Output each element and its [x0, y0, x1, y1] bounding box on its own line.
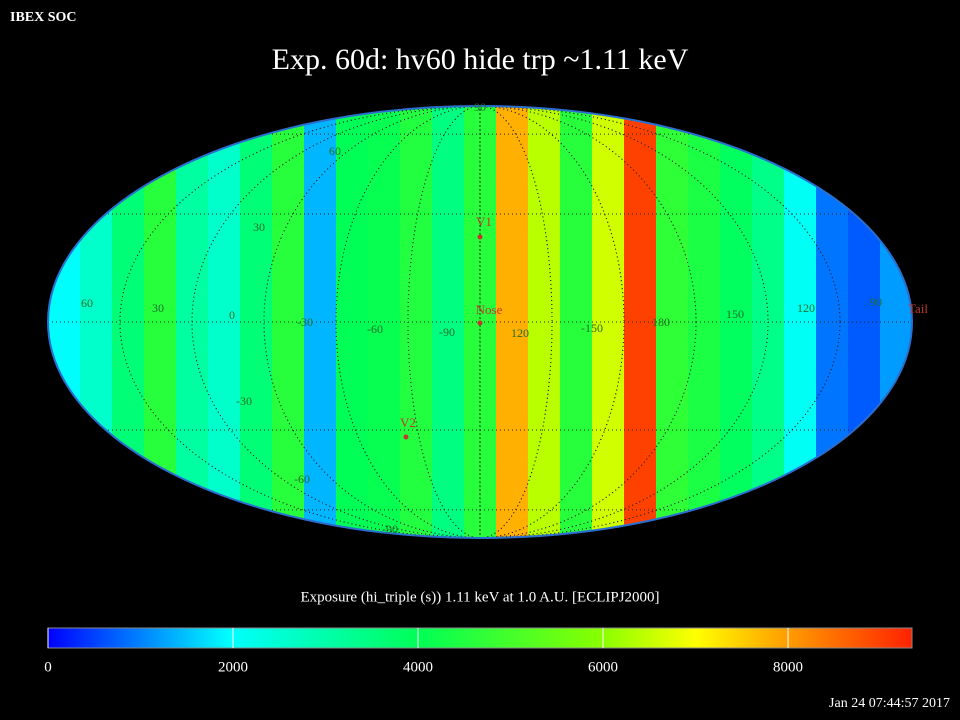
timestamp: Jan 24 07:44:57 2017: [829, 696, 950, 711]
exposure-band: [336, 106, 369, 538]
colorbar-tick-label: 8000: [773, 659, 803, 675]
marker-label: V2: [400, 415, 416, 430]
graticule-label: 60: [329, 144, 341, 158]
colorbar-tick-label: 4000: [403, 659, 433, 675]
source: IBEX SOC: [10, 10, 77, 25]
graticule-label: 30: [152, 301, 164, 315]
colorbar-tick-label: 2000: [218, 659, 248, 675]
title: Exp. 60d: hv60 hide trp ~1.11 keV: [272, 43, 689, 76]
graticule-label: 90: [474, 100, 486, 114]
graticule-label: 120: [511, 326, 529, 340]
colorbar-tick-label: 0: [44, 659, 52, 675]
marker-label: Tail: [908, 301, 928, 316]
marker-dot: [403, 434, 409, 440]
exposure-band: [400, 106, 433, 538]
graticule-label: 120: [797, 301, 815, 315]
colorbar-tick-label: 6000: [588, 659, 618, 675]
colorbar-caption: Exposure (hi_triple (s)) 1.11 keV at 1.0…: [300, 589, 659, 605]
exposure-band: [528, 106, 561, 538]
graticule-label: 60: [81, 296, 93, 310]
graticule: [48, 106, 912, 538]
graticule-label: 150: [726, 307, 744, 321]
marker-label: Nose: [476, 302, 503, 317]
graticule-label: -60: [367, 322, 383, 336]
graticule-label: -90: [382, 522, 398, 536]
exposure-band: [688, 106, 721, 538]
graticule-label: -150: [581, 321, 603, 335]
colorbar: [47, 627, 913, 649]
graticule-label: 90: [870, 295, 882, 309]
graticule-label: -60: [294, 472, 310, 486]
graticule-label: -30: [297, 315, 313, 329]
marker-dot: [477, 234, 483, 240]
graticule-label: 0: [229, 308, 235, 322]
exposure-band: [720, 106, 753, 538]
exposure-band: [208, 106, 241, 538]
exposure-band: [240, 106, 273, 538]
graticule-label: 30: [253, 220, 265, 234]
graticule-label: 180: [652, 315, 670, 329]
marker-label: V1: [476, 214, 492, 229]
graticule-label: -90: [439, 325, 455, 339]
marker-dot: [477, 320, 483, 326]
graticule-label: -30: [236, 394, 252, 408]
map-outline: [47, 105, 913, 539]
